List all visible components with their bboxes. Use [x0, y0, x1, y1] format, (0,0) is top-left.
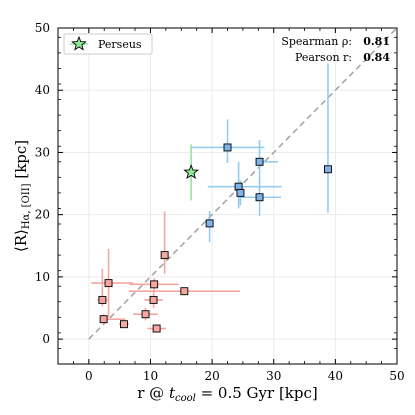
legend-entry-perseus: Perseus — [98, 38, 142, 51]
y-axis-label-sub: Hα, [OII] — [21, 183, 32, 229]
blue-square-marker — [236, 188, 245, 197]
red-square-marker — [152, 324, 161, 333]
error-bars — [91, 63, 332, 333]
legend: Perseus — [63, 33, 153, 55]
y-tick-label: 40 — [35, 83, 50, 97]
blue-square-marker — [255, 193, 264, 202]
x-axis-label: r @ tcool = 0.5 Gyr [kpc] — [137, 384, 318, 404]
blue-square-marker — [255, 157, 264, 166]
x-tick-label: 10 — [143, 369, 158, 383]
x-tick-label: 30 — [266, 369, 281, 383]
y-tick-label: 10 — [35, 270, 50, 284]
y-tick-label: 20 — [35, 208, 50, 222]
x-axis-label-t: t — [169, 384, 176, 402]
y-axis-label: ⟨R⟩Hα, [OII] [kpc] — [12, 140, 32, 252]
red-square-marker — [120, 320, 128, 329]
x-tick-label: 0 — [85, 369, 93, 383]
blue-square-marker — [324, 165, 332, 174]
x-tick-label: 40 — [328, 369, 343, 383]
one-to-one-line — [88, 27, 398, 340]
correlation-stats: Spearman ρ: 0.81 Pearson r: 0.84 — [281, 35, 390, 64]
one-to-one-dashed-line — [88, 27, 398, 340]
red-square-marker — [141, 310, 150, 319]
axis-ticks — [57, 27, 398, 365]
blue-square-marker — [205, 219, 214, 228]
x-axis-label-cool: cool — [175, 393, 196, 404]
legend-star-icon — [71, 35, 87, 51]
red-square-marker — [149, 295, 158, 304]
spearman-label: Spearman ρ: — [281, 35, 352, 48]
y-tick-label: 30 — [35, 145, 50, 159]
red-square-marker — [99, 315, 108, 324]
pearson-label: Pearson r: — [295, 51, 352, 64]
y-tick-label: 0 — [42, 332, 50, 346]
x-axis-label-prefix: r @ — [137, 384, 169, 402]
star-marker — [183, 164, 199, 180]
tick-labels: 0 10 20 30 40 50 0 10 20 30 40 50 — [35, 21, 405, 383]
spearman-value: 0.81 — [363, 35, 390, 48]
x-tick-label: 50 — [389, 369, 404, 383]
y-tick-label: 50 — [35, 21, 50, 35]
red-square-marker — [160, 251, 169, 260]
red-square-marker — [98, 295, 107, 304]
pearson-value: 0.84 — [363, 51, 390, 64]
x-tick-label: 20 — [204, 369, 219, 383]
red-square-marker — [104, 279, 113, 288]
y-axis-label-unit: [kpc] — [12, 140, 30, 184]
x-axis-label-suffix: = 0.5 Gyr [kpc] — [196, 384, 318, 402]
blue-square-marker — [223, 143, 232, 152]
red-square-marker — [180, 287, 189, 296]
legend-box — [63, 33, 153, 55]
y-axis-label-r: ⟨R⟩ — [12, 229, 30, 252]
red-square-marker — [150, 280, 159, 289]
data-markers — [98, 143, 332, 333]
